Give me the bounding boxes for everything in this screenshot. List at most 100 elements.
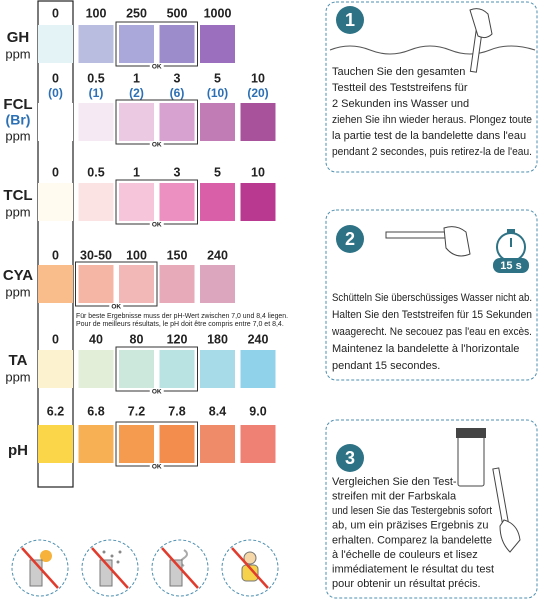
step-badge <box>336 444 364 472</box>
level-label: 0 <box>52 248 59 262</box>
bottle-cap <box>456 428 486 438</box>
color-swatch <box>38 350 73 388</box>
sun-icon <box>40 550 52 562</box>
warning-circle <box>11 539 69 597</box>
color-swatch <box>38 25 73 63</box>
step-text: la partie test de la bandelette dans l'e… <box>332 130 526 142</box>
parameter-name: TCL <box>3 187 32 204</box>
hand-icon <box>469 8 493 39</box>
level-label-alt: (10) <box>207 86 228 100</box>
color-swatch <box>159 103 195 141</box>
child-icon <box>243 551 257 565</box>
color-swatch <box>200 425 235 463</box>
level-label: 240 <box>207 248 228 262</box>
ok-label: OK <box>152 464 162 471</box>
level-label-alt: (20) <box>247 86 268 100</box>
color-swatch <box>159 350 195 388</box>
step-text: immédiatement le résultat du test <box>332 564 494 576</box>
ok-label: OK <box>152 142 162 149</box>
ok-label-bg <box>149 221 164 228</box>
level-label: 240 <box>248 332 269 346</box>
step-box <box>325 419 538 599</box>
step-text: erhalten. Comparez la bandelette <box>332 534 492 546</box>
level-label: 3 <box>174 165 181 179</box>
timer-label: 15 s <box>500 260 521 272</box>
level-label: 100 <box>86 6 107 20</box>
warning-circle <box>221 539 279 597</box>
parameter-name: FCL <box>3 96 32 113</box>
color-swatch <box>38 265 73 303</box>
level-label: 5 <box>214 165 221 179</box>
level-label: 150 <box>167 248 188 262</box>
color-swatch <box>240 425 276 463</box>
color-swatch <box>38 425 73 463</box>
step-badge <box>336 6 364 34</box>
ok-label-bg <box>149 463 164 470</box>
level-label-alt: (2) <box>129 86 144 100</box>
hand-icon <box>443 226 471 257</box>
level-label: 1 <box>133 165 140 179</box>
color-swatch <box>240 350 276 388</box>
child-icon <box>241 564 259 582</box>
step-text: Vergleichen Sie den Test- <box>332 476 457 488</box>
step-number: 3 <box>345 448 355 468</box>
timer-button <box>507 229 515 233</box>
prohibit-slash <box>91 547 129 589</box>
unit: ppm <box>5 369 30 384</box>
color-swatch <box>38 103 73 141</box>
reference-column <box>37 0 74 488</box>
level-label: 0.5 <box>87 165 104 179</box>
step-text: pendant 15 secondes. <box>332 360 440 372</box>
step-number: 1 <box>345 10 355 30</box>
level-label: 8.4 <box>209 404 226 418</box>
timer-badge <box>493 258 529 273</box>
ok-label: OK <box>111 304 121 311</box>
color-swatch <box>200 350 235 388</box>
level-label: 0.5 <box>87 71 104 85</box>
level-label: 3 <box>174 71 181 85</box>
color-swatch <box>78 350 114 388</box>
color-swatch <box>119 25 154 63</box>
level-label: 7.2 <box>128 404 145 418</box>
level-label: 5 <box>214 71 221 85</box>
level-label: 6.8 <box>87 404 104 418</box>
step-text: Tauchen Sie den gesamten <box>332 66 465 78</box>
color-swatch <box>119 265 154 303</box>
ok-label-bg <box>149 388 164 395</box>
water-line <box>329 45 536 55</box>
level-label: 30-50 <box>80 248 112 262</box>
color-swatch <box>200 25 235 63</box>
ok-label-bg <box>149 63 164 70</box>
color-swatch <box>240 103 276 141</box>
color-swatch <box>159 265 195 303</box>
step-text: Maintenez la bandelette à l'horizontale <box>332 343 519 355</box>
level-label-alt: (1) <box>89 86 104 100</box>
strip-icon <box>385 231 447 239</box>
level-label: 120 <box>167 332 188 346</box>
color-swatch <box>200 265 235 303</box>
level-label-alt: (6) <box>170 86 185 100</box>
level-label: 250 <box>126 6 147 20</box>
step-text: ziehen Sie ihn wieder heraus. Plongez to… <box>332 114 532 126</box>
level-label: 7.8 <box>168 404 185 418</box>
level-label: 100 <box>126 248 147 262</box>
unit: ppm <box>5 128 30 143</box>
color-swatch <box>159 183 195 221</box>
color-swatch <box>78 25 114 63</box>
level-label: 9.0 <box>249 404 266 418</box>
unit: ppm <box>5 284 30 299</box>
level-label: 1000 <box>204 6 232 20</box>
bottle-icon <box>457 435 485 487</box>
step-text: streifen mit der Farbskala <box>332 491 457 503</box>
color-swatch <box>240 183 276 221</box>
step-number: 2 <box>345 229 355 249</box>
step-text: 2 Sekunden ins Wasser und <box>332 98 469 110</box>
ok-label-bg <box>149 141 164 148</box>
level-label: 6.2 <box>47 404 64 418</box>
color-swatch <box>200 183 235 221</box>
color-swatch <box>78 103 114 141</box>
parameter-name-alt: (Br) <box>6 112 31 128</box>
ok-label: OK <box>152 389 162 396</box>
prohibit-slash <box>161 547 199 589</box>
